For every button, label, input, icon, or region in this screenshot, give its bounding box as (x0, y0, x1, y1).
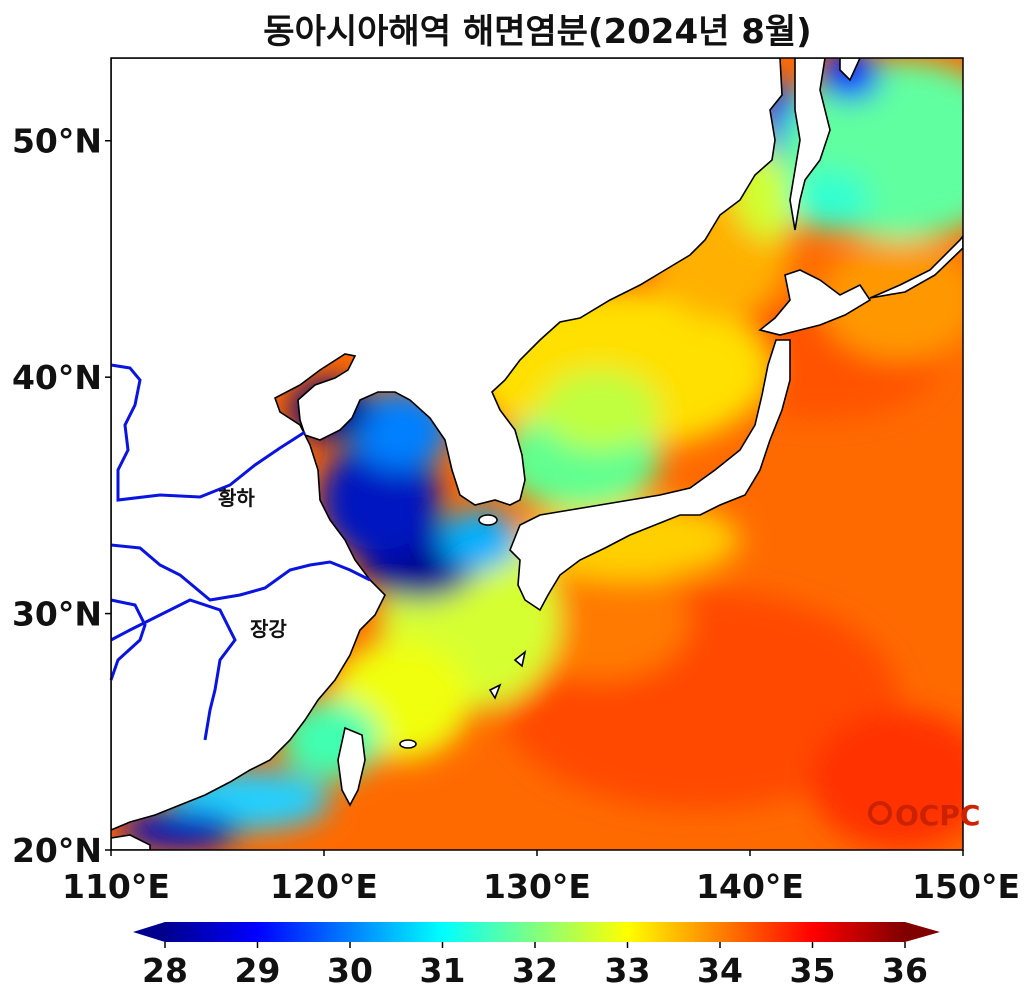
jeju-island (478, 514, 498, 526)
ocpc-logo: OCPC (868, 799, 980, 832)
land-mask (111, 58, 963, 850)
hainan (111, 834, 151, 850)
lon-tick-label: 110°E (62, 867, 170, 906)
colorbar-tick-label: 35 (790, 951, 836, 990)
longitude-tick-labels: 110°E 120°E 130°E 140°E 150°E (62, 850, 1020, 906)
colorbar-tick-label: 28 (142, 951, 188, 990)
lat-tick-label: 30°N (12, 595, 102, 634)
lon-tick-label: 140°E (696, 867, 804, 906)
colorbar-tick-labels: 28 29 30 31 32 33 34 35 36 (142, 942, 928, 990)
rivers (109, 363, 371, 741)
mainland-china (111, 58, 783, 831)
latitude-tick-labels: 20°N 30°N 40°N 50°N (12, 122, 111, 870)
colorbar-extend-max (905, 922, 940, 942)
yangtze-river-line (110, 543, 371, 602)
yangtze-river-label: 장강 (250, 617, 287, 641)
lon-tick-label: 150°E (912, 867, 1020, 906)
japan-honshu (509, 339, 791, 612)
colorbar-tick-label: 36 (882, 951, 928, 990)
ryukyu-island-b (513, 649, 527, 668)
colorbar-tick-label: 33 (605, 951, 651, 990)
okhotsk-coast (839, 58, 861, 82)
sakhalin (789, 58, 831, 231)
japan-hokkaido (758, 269, 872, 336)
ryukyu-island-a (488, 683, 502, 700)
colorbar-tick-label: 30 (327, 951, 373, 990)
colorbar-tick-label: 31 (420, 951, 466, 990)
yellow-river-label: 황하 (218, 486, 255, 510)
colorbar-tick-label: 34 (697, 951, 743, 990)
yaeyama-island (399, 739, 417, 749)
lat-tick-label: 50°N (12, 122, 102, 161)
upper-yangtze-line (109, 598, 147, 681)
colorbar-extend-min (133, 922, 165, 942)
ocpc-logo-text: OCPC (895, 799, 980, 832)
lat-tick-label: 40°N (12, 358, 102, 397)
lat-tick-label: 20°N (12, 831, 102, 870)
kuril-islands (869, 234, 963, 299)
lon-tick-label: 120°E (270, 867, 378, 906)
colorbar-tick-label: 32 (512, 951, 558, 990)
lon-tick-label: 130°E (483, 867, 591, 906)
taiwan (337, 726, 366, 807)
yellow-river-line (110, 363, 306, 502)
colorbar-tick-label: 29 (235, 951, 281, 990)
colorbar-gradient (165, 922, 905, 942)
map-title: 동아시아해역 해면염분(2024년 8월) (263, 12, 812, 52)
colorbar: 28 29 30 31 32 33 34 35 36 (133, 922, 940, 990)
ocpc-logo-icon (868, 801, 892, 825)
